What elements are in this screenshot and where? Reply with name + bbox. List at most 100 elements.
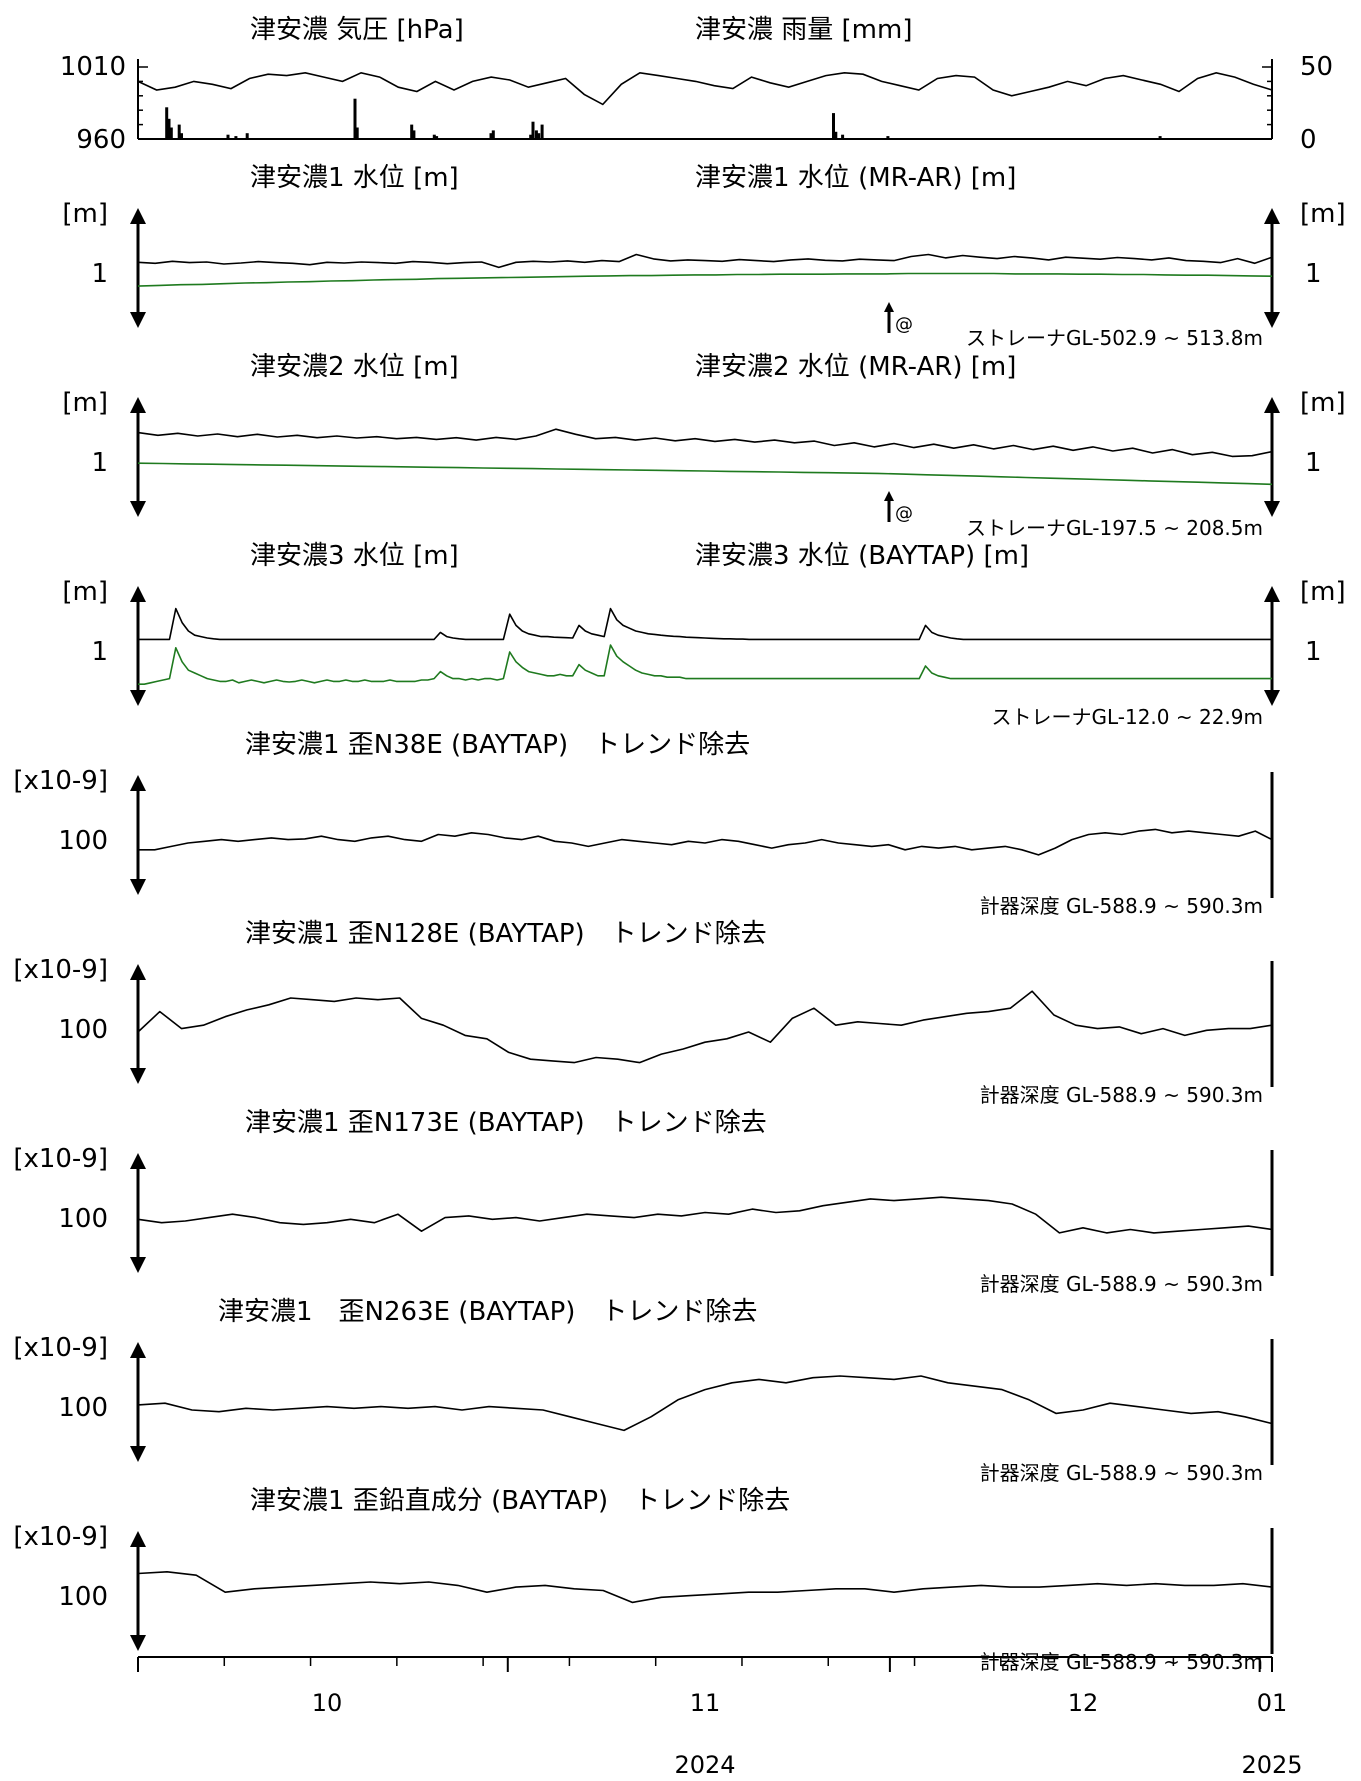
panel-title: 津安濃1 歪N263E (BAYTAP) トレンド除去 bbox=[218, 1297, 757, 1327]
rain-bar bbox=[177, 124, 181, 139]
rain-bar bbox=[410, 124, 414, 139]
rain-bar bbox=[832, 113, 835, 139]
axis-arrow-head-down bbox=[130, 879, 146, 895]
y-scale-right: 1 bbox=[1305, 259, 1322, 289]
rain-bar bbox=[167, 118, 171, 139]
rain-bar bbox=[432, 134, 436, 139]
footnote: 計器深度 GL-588.9 ~ 590.3m bbox=[980, 1272, 1263, 1296]
panel-title: 津安濃1 歪N38E (BAYTAP) トレンド除去 bbox=[245, 730, 750, 760]
y-scale-left: 1 bbox=[91, 637, 108, 667]
axis-arrow-head-up bbox=[1264, 397, 1280, 413]
rain-bar bbox=[169, 127, 173, 139]
axis-arrow-head-up bbox=[130, 1531, 146, 1547]
footnote: 計器深度 GL-588.9 ~ 590.3m bbox=[980, 1650, 1263, 1674]
panel-title: 津安濃2 水位 (MR-AR) [m] bbox=[695, 352, 1016, 382]
panel-6: 津安濃1 歪N173E (BAYTAP) トレンド除去 [x10-9] 100 計器深… bbox=[13, 1108, 1274, 1296]
x-year-label: 2025 bbox=[1241, 1751, 1302, 1779]
x-tick-label: 12 bbox=[1068, 1689, 1099, 1717]
y-tick-label: 1010 bbox=[60, 52, 126, 82]
marker-arrow-head bbox=[884, 302, 894, 312]
panel-title: 津安濃1 歪鉛直成分 (BAYTAP) トレンド除去 bbox=[250, 1486, 790, 1516]
rain-bar bbox=[534, 130, 538, 139]
y-unit-left: [x10-9] bbox=[13, 766, 108, 796]
panel-7: 津安濃1 歪N263E (BAYTAP) トレンド除去 [x10-9] 100 計器深… bbox=[13, 1297, 1274, 1485]
axis-arrow-head-down bbox=[130, 501, 146, 517]
rain-bar bbox=[537, 133, 541, 139]
y-scale-left: 100 bbox=[58, 1015, 108, 1045]
panel-title: 津安濃1 歪N173E (BAYTAP) トレンド除去 bbox=[245, 1108, 767, 1138]
rain-bar bbox=[435, 136, 439, 139]
marker-label: @ bbox=[895, 314, 913, 335]
panel-3: 津安濃3 水位 [m] 津安濃3 水位 (BAYTAP) [m] [m] 1 [m] 1 ス… bbox=[62, 541, 1345, 729]
y-unit-left: [x10-9] bbox=[13, 1333, 108, 1363]
series-line-primary bbox=[137, 1571, 1273, 1604]
y-tick-label: 960 bbox=[76, 125, 126, 155]
panel-title: 津安濃2 水位 [m] bbox=[250, 352, 459, 382]
rain-bar bbox=[834, 131, 838, 139]
x-tick-label: 11 bbox=[690, 1689, 721, 1717]
x-tick-label: 10 bbox=[312, 1689, 343, 1717]
y-scale-left: 100 bbox=[58, 1582, 108, 1612]
series-line-pressure bbox=[137, 71, 1273, 106]
footnote: ストレーナGL-197.5 ~ 208.5m bbox=[966, 516, 1263, 540]
axis-arrow-head-up bbox=[130, 775, 146, 791]
axis-arrow-head-down bbox=[130, 312, 146, 328]
panel-pressure-rain: 津安濃 気圧 [hPa] 津安濃 雨量 [mm] 1010 960 50 0 bbox=[60, 15, 1333, 155]
panel-title: 津安濃1 水位 [m] bbox=[250, 163, 459, 193]
series-line-primary bbox=[137, 253, 1273, 269]
panel-title: 津安濃 気圧 [hPa] bbox=[250, 15, 464, 45]
marker-arrow-head bbox=[884, 491, 894, 501]
footnote: ストレーナGL-502.9 ~ 513.8m bbox=[966, 326, 1263, 350]
x-tick-label: 01 bbox=[1257, 1689, 1288, 1717]
rain-bar bbox=[412, 130, 416, 139]
axis-arrow-head-down bbox=[130, 1446, 146, 1462]
series-line-primary bbox=[137, 990, 1273, 1064]
axis-arrow-head-up bbox=[130, 397, 146, 413]
axis-arrow-head-up bbox=[130, 1342, 146, 1358]
series-line-secondary bbox=[137, 272, 1273, 287]
panel-title: 津安濃3 水位 [m] bbox=[250, 541, 459, 571]
rain-bar bbox=[529, 134, 533, 139]
axis-arrow-head-down bbox=[130, 1257, 146, 1273]
axis-arrow-head-up bbox=[130, 208, 146, 224]
y-unit-right: [m] bbox=[1300, 388, 1346, 418]
y-tick-label: 50 bbox=[1300, 52, 1333, 82]
y-scale-right: 1 bbox=[1305, 448, 1322, 478]
y-scale-left: 1 bbox=[91, 448, 108, 478]
x-year-label: 2024 bbox=[674, 1751, 735, 1779]
rain-bar bbox=[245, 133, 249, 139]
y-unit-right: [m] bbox=[1300, 577, 1346, 607]
rain-bar bbox=[180, 133, 183, 139]
panel-title: 津安濃3 水位 (BAYTAP) [m] bbox=[695, 541, 1029, 571]
y-unit-left: [m] bbox=[62, 577, 108, 607]
y-unit-left: [x10-9] bbox=[13, 1144, 108, 1174]
panel-4: 津安濃1 歪N38E (BAYTAP) トレンド除去 [x10-9] 100 計器深度… bbox=[13, 730, 1274, 918]
y-scale-right: 1 bbox=[1305, 637, 1322, 667]
axis-arrow-head-up bbox=[130, 586, 146, 602]
panel-2: 津安濃2 水位 [m] 津安濃2 水位 (MR-AR) [m] [m] 1 [m] 1 スト… bbox=[62, 352, 1345, 540]
y-unit-left: [x10-9] bbox=[13, 1522, 108, 1552]
axis-arrow-head-up bbox=[130, 1153, 146, 1169]
footnote: ストレーナGL-12.0 ~ 22.9m bbox=[991, 705, 1263, 729]
rain-bar bbox=[355, 127, 359, 139]
y-unit-left: [m] bbox=[62, 199, 108, 229]
panel-title: 津安濃1 歪N128E (BAYTAP) トレンド除去 bbox=[245, 919, 767, 949]
axis-arrow-head-up bbox=[1264, 586, 1280, 602]
axis-arrow-head-up bbox=[130, 964, 146, 980]
rain-bar bbox=[226, 134, 230, 139]
footnote: 計器深度 GL-588.9 ~ 590.3m bbox=[980, 1083, 1263, 1107]
y-unit-left: [x10-9] bbox=[13, 955, 108, 985]
rain-bar bbox=[540, 124, 544, 139]
panel-8: 津安濃1 歪鉛直成分 (BAYTAP) トレンド除去 [x10-9] 100 計器深度… bbox=[13, 1486, 1274, 1674]
rain-bar bbox=[489, 133, 493, 139]
series-line-primary bbox=[138, 607, 1272, 641]
axis-arrow-head-down bbox=[130, 690, 146, 706]
y-unit-right: [m] bbox=[1300, 199, 1346, 229]
series-line-primary bbox=[138, 828, 1273, 856]
rain-bar bbox=[353, 98, 357, 139]
rain-bar bbox=[531, 121, 535, 139]
axis-arrow-head-down bbox=[130, 1635, 146, 1651]
axis-arrow-head-down bbox=[1264, 690, 1280, 706]
series-line-secondary bbox=[137, 462, 1273, 486]
